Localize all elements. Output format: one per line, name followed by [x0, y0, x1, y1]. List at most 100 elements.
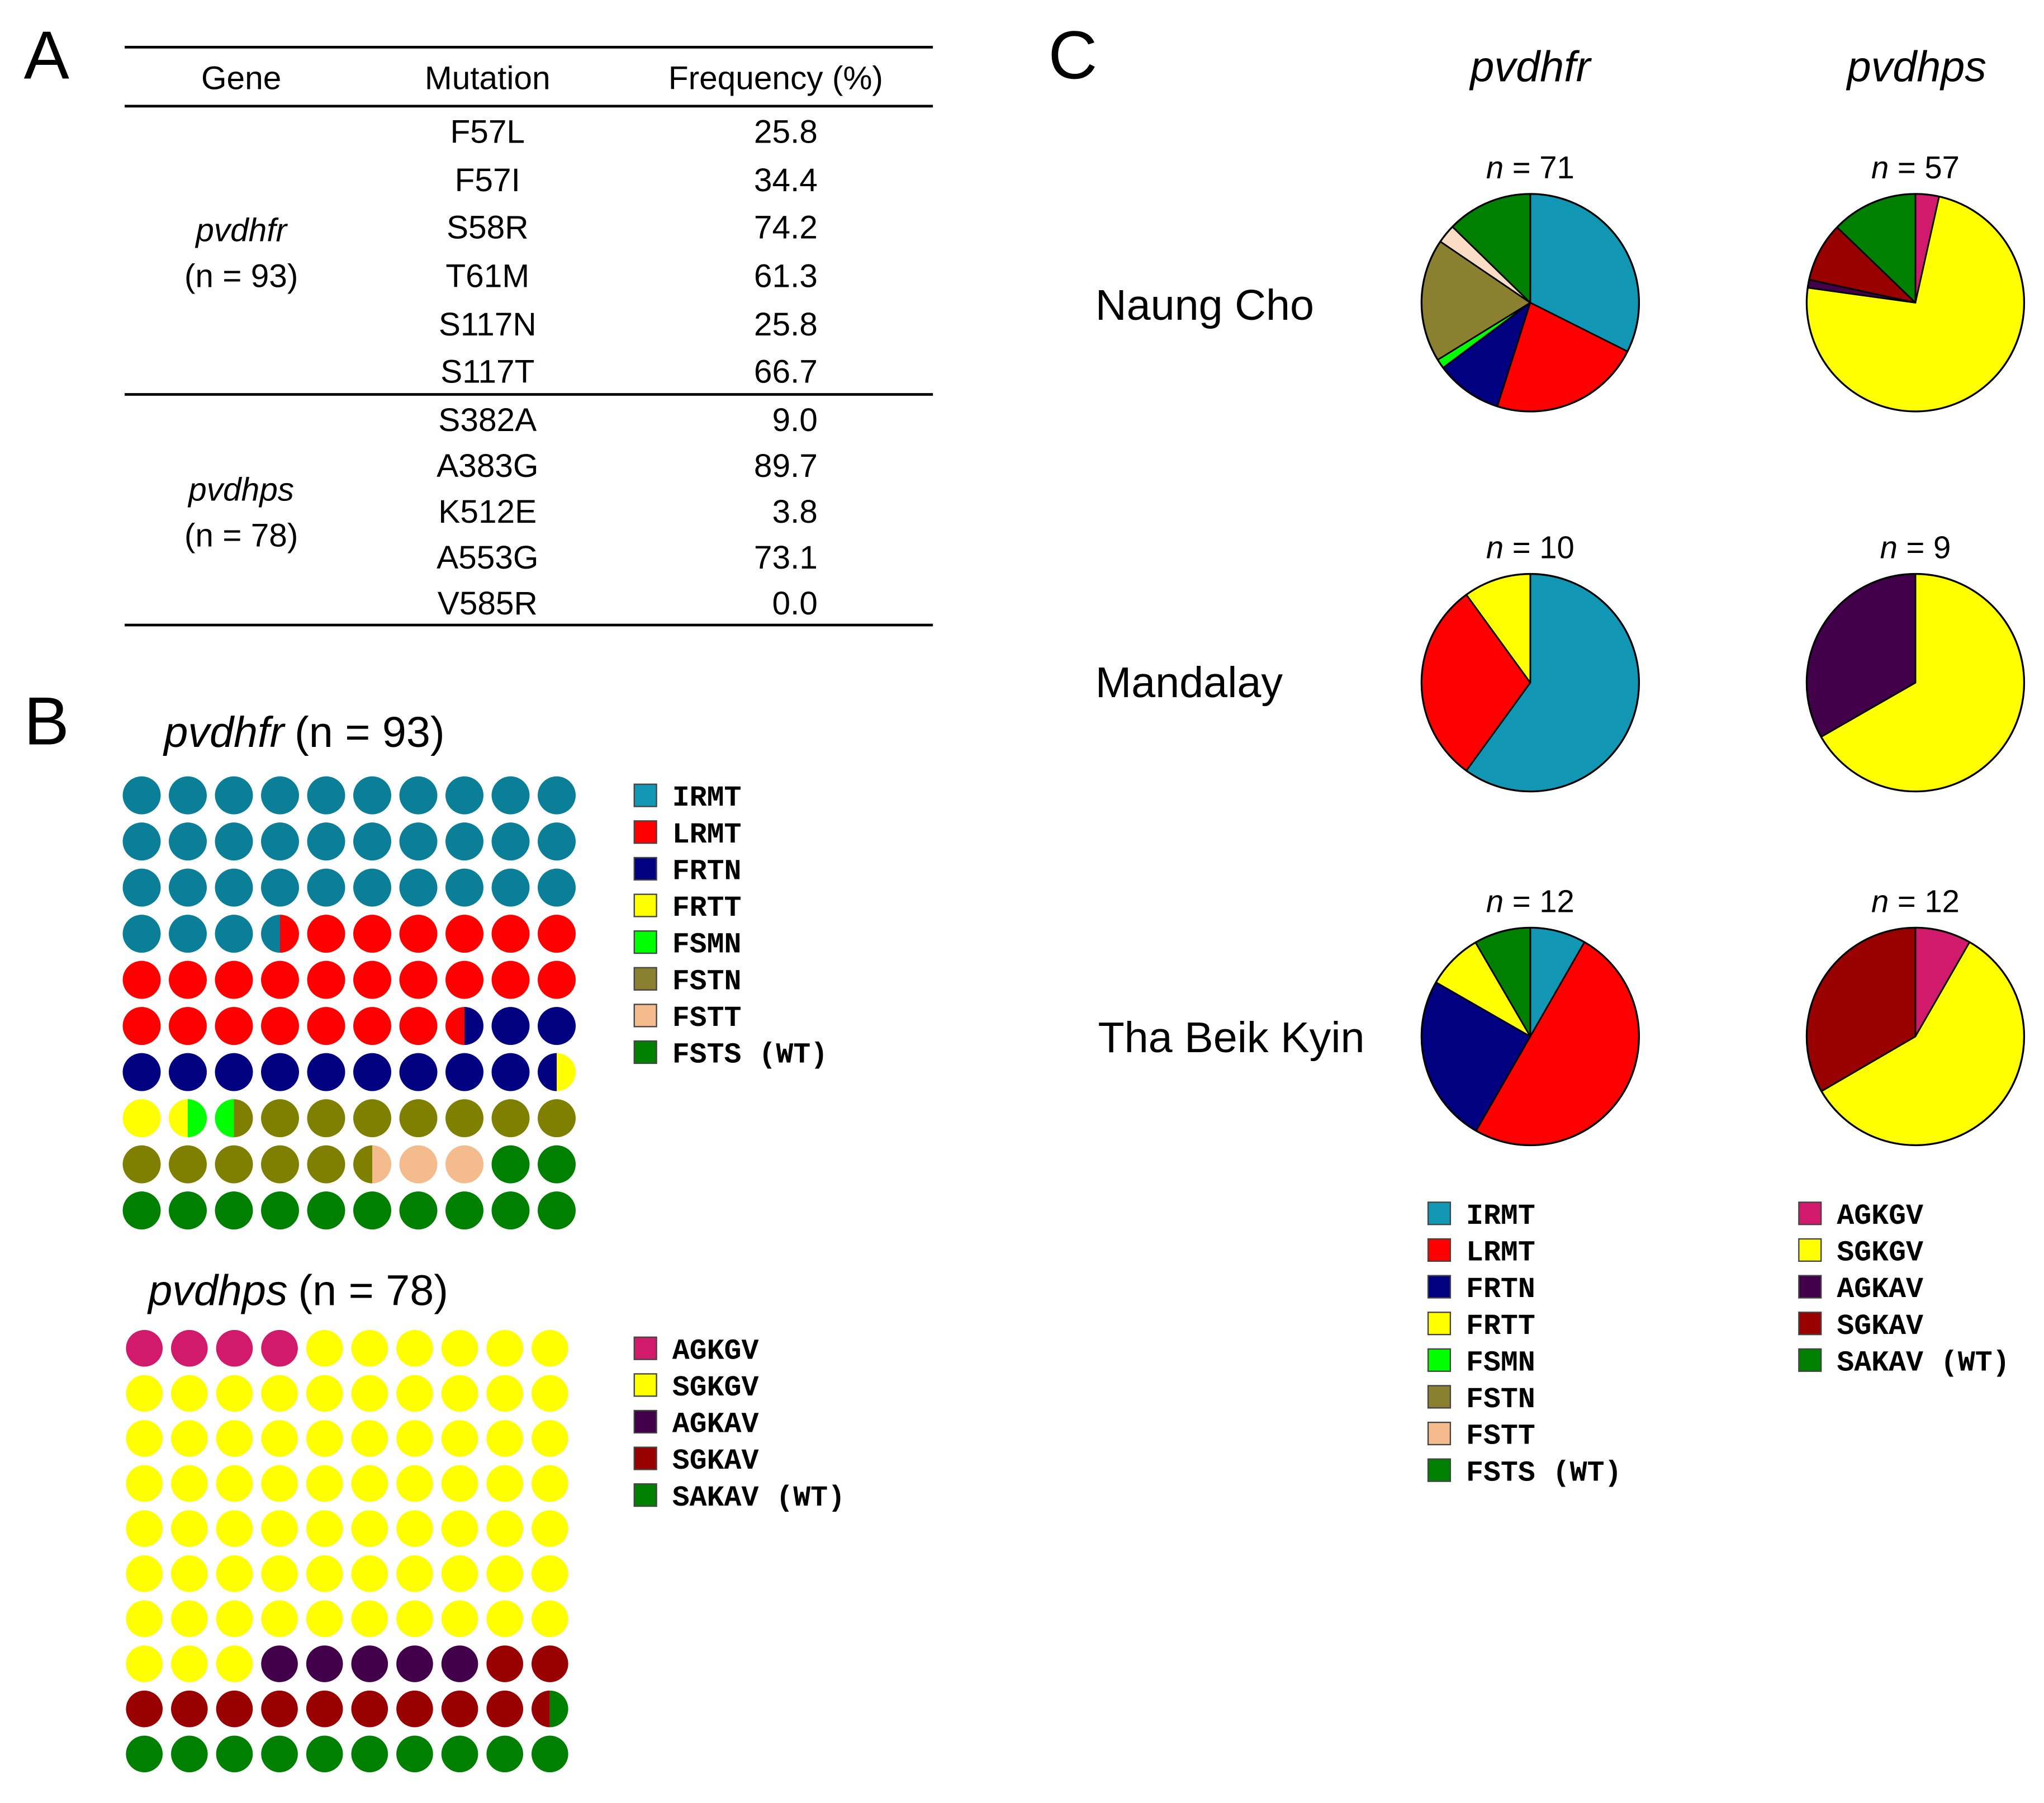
legend-c-swatch-lrmt — [1427, 1238, 1452, 1262]
waffle-dot-half — [353, 1145, 372, 1184]
waffle-dot — [171, 1510, 208, 1548]
legend-c-dhps: AGKGV SGKGV AGKAV SGKAV SAKAV (WT) — [1798, 1200, 2010, 1379]
waffle-dot-half — [280, 915, 299, 953]
waffle-dot — [261, 1510, 298, 1548]
waffle-dot — [216, 1510, 253, 1548]
waffle-dot — [532, 1329, 568, 1367]
legend-c-label-irmt: IRMT — [1466, 1200, 1535, 1233]
waffle-dot — [171, 1555, 208, 1592]
waffle-dot — [261, 1145, 299, 1184]
waffle-dot-half — [169, 1099, 188, 1138]
waffle-dot — [353, 1191, 391, 1230]
legend-c-swatch-fsmn — [1427, 1348, 1452, 1372]
waffle-dot — [538, 1145, 576, 1184]
waffle-dot — [261, 1007, 299, 1045]
table-cell-mutation: T61M — [445, 258, 529, 294]
legend-c-swatch-sakav — [1798, 1348, 1822, 1372]
legend-c-swatch-frtt — [1427, 1312, 1452, 1336]
legend-b-swatch-fstt — [633, 1004, 657, 1028]
waffle-dot — [491, 1145, 530, 1184]
waffle-dot — [307, 915, 345, 953]
legend-b-label-agkgv: AGKGV — [672, 1335, 759, 1367]
waffle-dot — [216, 1465, 253, 1502]
legend-b-swatch-fstn — [633, 967, 657, 991]
waffle-dot — [441, 1510, 478, 1548]
pie-n-label: n = 12 — [1871, 883, 1960, 919]
pie-n-symbol: n — [1486, 883, 1504, 919]
legend-b-swatch-sgkav — [633, 1446, 657, 1470]
waffle-dot — [399, 1007, 438, 1045]
pie-n-label: n = 12 — [1486, 883, 1575, 919]
table-cell-frequency: 9.0 — [772, 402, 817, 438]
waffle-dot — [171, 1375, 208, 1412]
waffle-dot — [445, 1053, 483, 1091]
waffle-dot — [171, 1329, 208, 1367]
waffle-dot — [122, 1099, 161, 1138]
waffle-dot — [445, 960, 483, 999]
pie-mandalay-pvdhfr: n = 10 — [1420, 529, 1640, 793]
waffle-dot — [307, 1145, 345, 1184]
waffle-dot — [486, 1420, 523, 1457]
waffle-dot — [491, 915, 530, 953]
waffle-dot — [538, 822, 576, 861]
pie-n-value: = 9 — [1898, 529, 1951, 565]
waffle-dot — [532, 1645, 568, 1682]
waffle-dot — [122, 915, 161, 953]
table-header-frequency: Frequency (%) — [668, 60, 883, 96]
pie-outline — [1420, 572, 1640, 793]
waffle-dhfr — [122, 776, 576, 1230]
legend-c-swatch-agkgv — [1798, 1201, 1822, 1225]
waffle-dot — [216, 1555, 253, 1592]
waffle-dot — [399, 776, 438, 815]
waffle-dot — [351, 1420, 388, 1457]
waffle-dot — [261, 1329, 298, 1367]
waffle-dot — [441, 1735, 478, 1773]
column-header-pvdhps: pvdhps — [1846, 42, 1986, 91]
waffle-dot — [126, 1735, 163, 1773]
waffle-dot-half — [261, 915, 280, 953]
waffle-dot — [126, 1329, 163, 1367]
waffle-dot — [215, 776, 253, 815]
waffle-dot — [491, 1007, 530, 1045]
legend-b-label-irmt: IRMT — [672, 782, 742, 815]
legend-b-label-fstn: FSTN — [672, 966, 742, 998]
waffle-dot — [538, 868, 576, 907]
row-label-tha-beik-kyin: Tha Beik Kyin — [1098, 1014, 1364, 1062]
waffle-dot — [126, 1510, 163, 1548]
waffle-dot — [171, 1600, 208, 1638]
waffle-dot — [445, 1191, 483, 1230]
legend-c-dhfr: IRMT LRMT FRTN FRTT FSMN FSTN FSTT FSTS (WT) — [1427, 1200, 1621, 1489]
legend-b-swatch-frtn — [633, 856, 657, 881]
waffle-dot — [169, 776, 207, 815]
waffle-dot — [171, 1420, 208, 1457]
table-cell-mutation: F57I — [455, 162, 520, 198]
table-gene-dhps: pvdhps — [187, 471, 294, 508]
waffle-dot — [396, 1375, 433, 1412]
waffle-dot — [126, 1465, 163, 1502]
waffle-dot — [122, 960, 161, 999]
waffle-dot — [396, 1465, 433, 1502]
waffle-dot — [441, 1690, 478, 1728]
table-cell-mutation: F57L — [450, 113, 525, 150]
table-cell-mutation: S117N — [439, 306, 537, 343]
legend-b-label-sakav: SAKAV (WT) — [672, 1482, 845, 1515]
waffle-dot — [532, 1600, 568, 1638]
waffle-dot — [307, 1007, 345, 1045]
waffle-dhps-title-gene: pvdhps — [147, 1266, 287, 1314]
waffle-dot — [486, 1735, 523, 1773]
waffle-dot — [441, 1555, 478, 1592]
waffle-dot — [261, 776, 299, 815]
pie-tha-beik-kyin-pvdhfr: n = 12 — [1420, 883, 1640, 1147]
legend-b-label-agkav: AGKAV — [672, 1409, 759, 1441]
legend-c-swatch-agkav — [1798, 1275, 1822, 1299]
pie-n-label: n = 10 — [1486, 529, 1575, 565]
waffle-dot — [445, 1099, 483, 1138]
legend-b-dhfr: IRMT LRMT FRTN FRTT FSMN FSTN FSTT FSTS (WT) — [633, 782, 828, 1072]
waffle-dot — [216, 1645, 253, 1682]
legend-b-swatch-sakav — [633, 1483, 657, 1507]
waffle-dot — [396, 1510, 433, 1548]
waffle-dot — [445, 822, 483, 861]
legend-c-label-frtn: FRTN — [1466, 1274, 1535, 1306]
waffle-dot — [307, 1099, 345, 1138]
waffle-dot — [486, 1600, 523, 1638]
